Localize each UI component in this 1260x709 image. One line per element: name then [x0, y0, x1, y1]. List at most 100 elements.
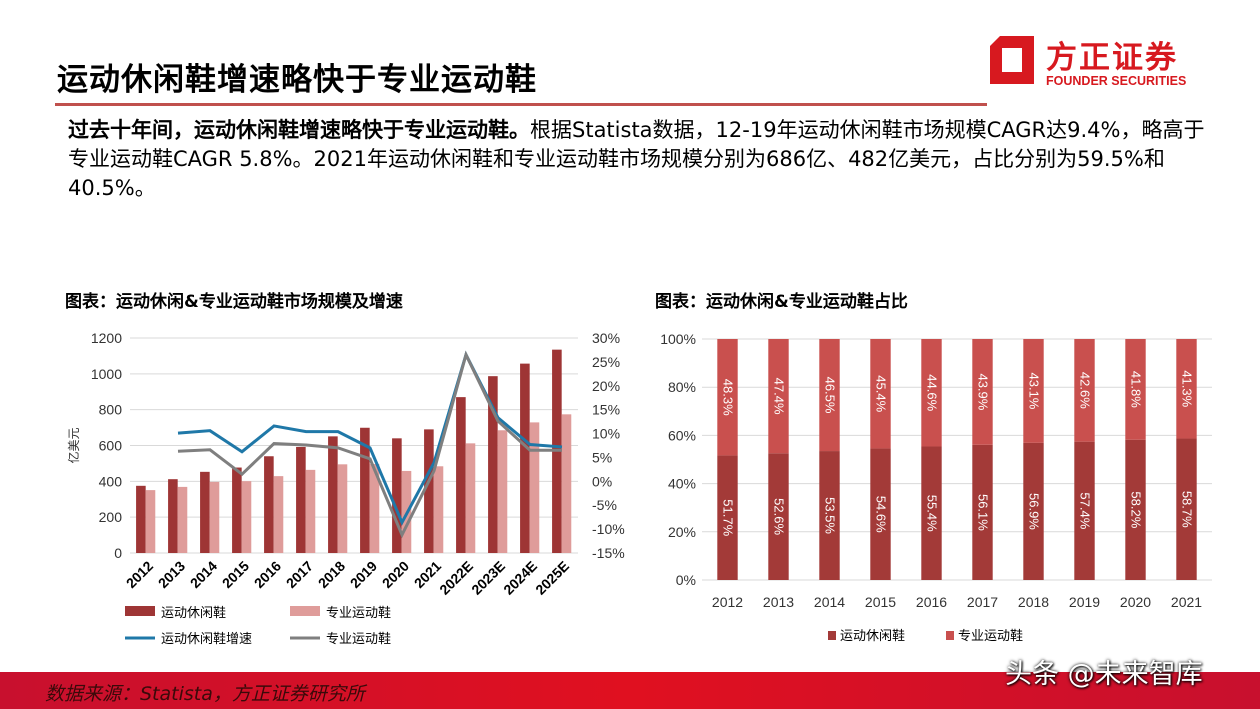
y-tick-label: 80%: [668, 379, 696, 395]
x-tick-label: 2025E: [532, 558, 572, 598]
x-tick-label: 2015: [865, 594, 896, 610]
y-tick-label: 20%: [668, 524, 696, 540]
chart1-title: 图表：运动休闲&专业运动鞋市场规模及增速: [65, 292, 403, 312]
x-tick-label: 2021: [1171, 594, 1202, 610]
y2-tick-label: 10%: [592, 426, 620, 442]
bar-pro: [561, 414, 572, 553]
bar-casual: [972, 444, 993, 580]
page-title: 运动休闲鞋增速略快于专业运动鞋: [57, 62, 537, 98]
bar-pro: [1176, 339, 1197, 439]
y-tick-label: 600: [99, 438, 123, 454]
data-label: 44.6%: [925, 374, 940, 411]
bar-pro: [145, 490, 156, 553]
x-tick-label: 2018: [315, 558, 348, 591]
title-divider: [55, 103, 987, 106]
y2-tick-label: 30%: [592, 330, 620, 346]
x-tick-label: 2020: [379, 558, 412, 591]
data-label: 41.8%: [1129, 371, 1144, 408]
x-tick-label: 2013: [155, 558, 188, 591]
y-tick-label: 60%: [668, 427, 696, 443]
legend-swatch: [290, 606, 320, 616]
bar-pro: [717, 339, 738, 456]
x-tick-label: 2012: [123, 558, 156, 591]
bar-casual: [200, 471, 210, 553]
y-tick-label: 1200: [91, 330, 122, 346]
x-tick-label: 2018: [1018, 594, 1049, 610]
bar-pro: [209, 481, 220, 553]
x-tick-label: 2017: [283, 558, 316, 591]
data-label: 42.6%: [1078, 372, 1093, 409]
x-tick-label: 2014: [814, 594, 845, 610]
legend-label: 专业运动鞋: [326, 631, 391, 646]
line-pro-growth: [177, 350, 562, 539]
bar-pro: [305, 469, 316, 553]
bar-casual: [328, 436, 338, 553]
bar-casual: [232, 467, 242, 553]
bar-pro: [433, 466, 444, 553]
legend-label: 运动休闲鞋增速: [161, 631, 252, 646]
bar-casual: [360, 427, 370, 553]
bar-pro: [768, 339, 789, 454]
y-tick-label: 40%: [668, 476, 696, 492]
bar-pro: [529, 422, 540, 553]
y2-tick-label: 5%: [592, 449, 612, 465]
data-label: 43.9%: [976, 373, 991, 410]
legend-label: 专业运动鞋: [326, 605, 391, 620]
data-label: 52.6%: [772, 498, 787, 535]
bar-pro: [241, 481, 252, 553]
summary-body: 根据Statista数据，12-19年运动休闲鞋市场规模CAGR达9.4%，略高…: [68, 118, 1205, 200]
bar-casual: [520, 363, 530, 553]
x-tick-label: 2013: [763, 594, 794, 610]
y2-tick-label: -15%: [592, 545, 625, 561]
bar-pro: [497, 430, 508, 553]
legend-label: 运动休闲鞋: [161, 605, 226, 620]
x-tick-label: 2023E: [468, 558, 508, 598]
y2-tick-label: -10%: [592, 521, 625, 537]
bar-casual: [717, 455, 738, 580]
bar-pro: [1023, 339, 1044, 443]
x-tick-label: 2016: [916, 594, 947, 610]
bar-casual: [136, 485, 146, 553]
bar-casual: [264, 456, 274, 553]
bar-pro: [465, 443, 476, 553]
y2-tick-label: 15%: [592, 402, 620, 418]
data-label: 41.3%: [1180, 370, 1195, 407]
y2-tick-label: 20%: [592, 378, 620, 394]
y-tick-label: 0: [114, 545, 122, 561]
y-tick-label: 800: [99, 402, 123, 418]
bar-casual: [768, 453, 789, 580]
data-label: 54.6%: [874, 496, 889, 533]
x-tick-label: 2012: [712, 594, 743, 610]
x-tick-label: 2020: [1120, 594, 1151, 610]
bar-pro: [369, 463, 380, 553]
y2-tick-label: 0%: [592, 473, 612, 489]
bar-casual: [488, 376, 498, 553]
data-label: 43.1%: [1027, 372, 1042, 409]
data-label: 57.4%: [1078, 492, 1093, 529]
bar-pro: [819, 339, 840, 452]
bar-casual: [870, 448, 891, 580]
legend-label: 专业运动鞋: [958, 628, 1023, 643]
y-tick-label: 200: [99, 509, 123, 525]
data-label: 51.7%: [721, 499, 736, 536]
data-label: 58.2%: [1129, 491, 1144, 528]
data-label: 45.4%: [874, 375, 889, 412]
logo-mark-icon: [990, 36, 1034, 84]
y-tick-label: 100%: [660, 331, 696, 347]
y-tick-label: 0%: [676, 572, 696, 588]
data-label: 58.7%: [1180, 491, 1195, 528]
x-tick-label: 2014: [187, 558, 220, 591]
data-label: 53.5%: [823, 497, 838, 534]
logo-en-text: FOUNDER SECURITIES: [1046, 74, 1187, 88]
y2-tick-label: -5%: [592, 497, 617, 513]
data-label: 56.9%: [1027, 493, 1042, 530]
legend-swatch: [828, 631, 836, 640]
bar-casual: [456, 397, 466, 553]
data-label: 55.4%: [925, 495, 940, 532]
summary-lead: 过去十年间，运动休闲鞋增速略快于专业运动鞋。: [68, 118, 530, 142]
bar-pro: [870, 339, 891, 449]
data-label: 48.3%: [721, 379, 736, 416]
summary-paragraph: 过去十年间，运动休闲鞋增速略快于专业运动鞋。根据Statista数据，12-19…: [68, 116, 1218, 203]
bar-casual: [1023, 442, 1044, 580]
bar-casual: [1074, 441, 1095, 580]
